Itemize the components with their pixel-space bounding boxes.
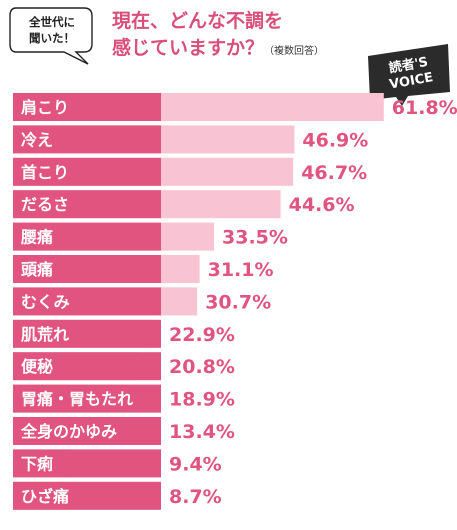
chart-title: 現在、どんな不調を 感じていますか？（複数回答） [112,8,374,65]
value-label-13: 8.7% [169,486,222,508]
callout-bubble: 全世代に 聞いた！ [6,4,96,66]
category-label-bg-4 [13,190,161,219]
category-label-bg-11 [13,417,161,445]
value-label-12: 9.4% [169,453,222,475]
title-line-2: 感じていますか？（複数回答） [112,35,374,65]
value-label-8: 22.9% [169,324,235,346]
category-label-bg-7 [13,287,161,316]
title-line-2-text: 感じていますか？ [112,37,265,59]
category-label-bg-6 [13,255,161,283]
callout-line-2: 聞いた！ [29,31,75,45]
value-label-1: 61.8% [392,97,457,119]
value-label-3: 46.7% [301,162,367,184]
category-label-5: 腰痛 [21,228,53,247]
category-label-bg-8 [13,319,161,348]
category-label-8: 肌荒れ [21,325,69,344]
value-label-4: 44.6% [289,194,355,216]
value-label-5: 33.5% [222,227,288,249]
category-label-4: だるさ [21,195,69,214]
readers-voice-badge: 読者'S VOICE [362,42,454,108]
badge-shape [368,44,450,106]
category-label-bg-1 [13,93,161,121]
category-label-7: むくみ [21,292,70,311]
category-label-13: ひざ痛 [21,487,69,506]
category-label-12: 下痢 [21,454,53,473]
title-line-1: 現在、どんな不調を [112,10,284,32]
value-label-10: 18.9% [169,389,235,411]
category-label-2: 冷え [21,130,53,149]
callout-line-1: 全世代に [29,15,75,29]
value-label-11: 13.4% [169,421,235,443]
category-label-bg-5 [13,222,161,251]
category-label-6: 頭痛 [21,260,53,279]
title-note: （複数回答） [264,46,325,57]
speech-bubble-shape [9,7,93,65]
value-label-7: 30.7% [205,291,271,313]
category-label-bg-13 [13,481,161,510]
callout-text: 全世代に 聞いた！ [12,14,92,46]
category-label-bg-2 [13,125,161,154]
value-label-2: 46.9% [302,129,368,151]
category-label-bg-12 [13,449,161,478]
category-label-bg-9 [13,352,161,381]
value-label-6: 31.1% [208,259,274,281]
category-label-bg-3 [13,157,161,186]
category-label-10: 胃痛・胃もたれ [21,390,133,409]
category-label-1: 肩こり [21,98,69,117]
category-label-bg-10 [13,384,161,413]
category-label-9: 便秘 [21,357,53,376]
value-label-9: 20.8% [169,356,235,378]
category-label-11: 全身のかゆみ [20,422,117,441]
category-label-3: 首こり [21,163,69,182]
